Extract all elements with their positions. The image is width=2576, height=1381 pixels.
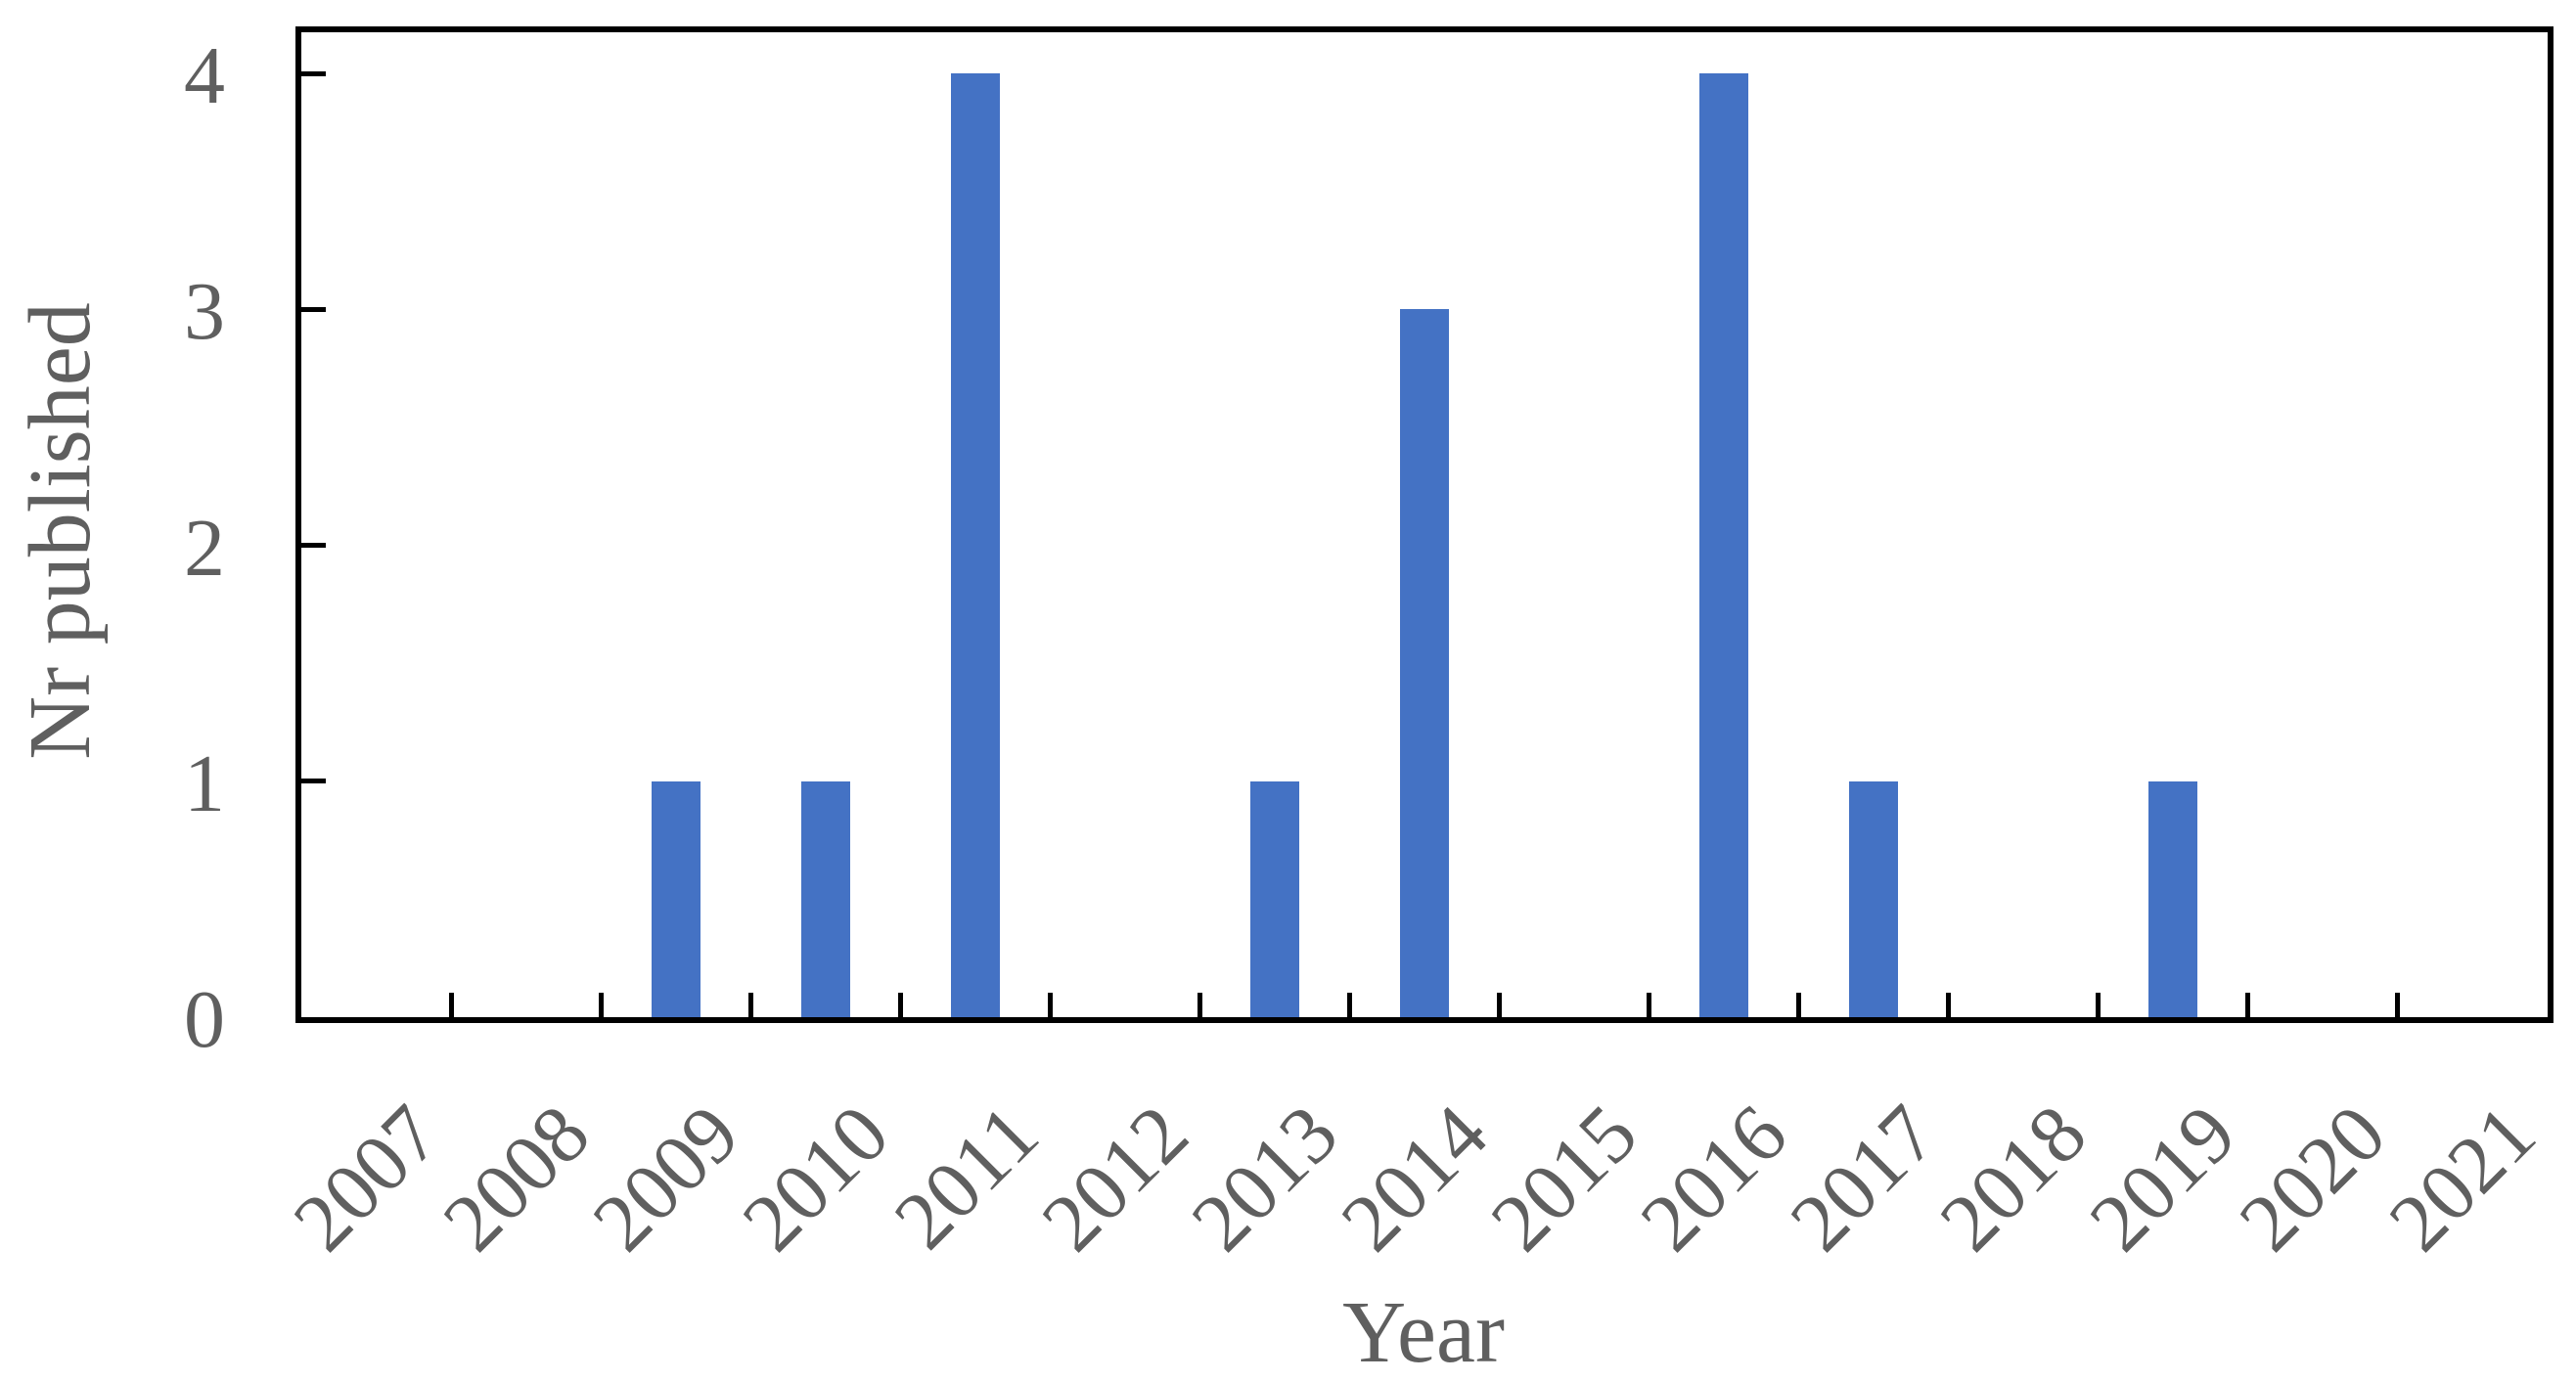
x-tick: [897, 993, 903, 1017]
x-tick: [747, 993, 753, 1017]
x-tick: [1047, 993, 1053, 1017]
x-tick-label-2018: 2018: [1922, 1088, 2104, 1270]
y-tick-3: [301, 306, 326, 312]
x-tick-label-2015: 2015: [1473, 1088, 1655, 1270]
x-tick-label-2014: 2014: [1324, 1088, 1506, 1270]
x-tick-label-2010: 2010: [725, 1088, 906, 1270]
y-tick-label-0: 0: [184, 974, 225, 1065]
x-tick: [2395, 993, 2401, 1017]
x-tick: [2245, 993, 2251, 1017]
bar-2014: [1400, 309, 1449, 1017]
y-tick-label-1: 1: [184, 737, 225, 829]
y-tick-2: [301, 543, 326, 548]
bar-2011: [950, 73, 1000, 1017]
x-tick: [2096, 993, 2101, 1017]
x-tick-label-2012: 2012: [1024, 1088, 1206, 1270]
y-tick-label-4: 4: [184, 30, 225, 121]
x-tick: [1346, 993, 1352, 1017]
x-tick: [1497, 993, 1503, 1017]
bar-2019: [2148, 780, 2198, 1017]
bar-2016: [1699, 73, 1749, 1017]
x-tick-label-2017: 2017: [1773, 1088, 1955, 1270]
bar-2010: [800, 780, 850, 1017]
y-axis-title: Nr published: [12, 302, 109, 760]
x-tick-label-2019: 2019: [2073, 1088, 2254, 1270]
plot-area: [295, 26, 2553, 1023]
x-tick: [1647, 993, 1652, 1017]
x-tick: [1197, 993, 1202, 1017]
x-tick: [448, 993, 454, 1017]
x-tick-label-2011: 2011: [877, 1088, 1057, 1267]
x-tick-label-2020: 2020: [2223, 1088, 2404, 1270]
y-tick-label-3: 3: [184, 266, 225, 358]
bar-2013: [1249, 780, 1299, 1017]
x-tick: [598, 993, 604, 1017]
y-tick-1: [301, 779, 326, 784]
x-tick: [1796, 993, 1802, 1017]
x-tick: [1946, 993, 1952, 1017]
y-tick-4: [301, 70, 326, 76]
x-axis-title: Year: [1342, 1284, 1505, 1381]
x-tick-label-2021: 2021: [2373, 1088, 2553, 1270]
x-tick-label-2008: 2008: [426, 1088, 607, 1270]
y-tick-label-2: 2: [184, 502, 225, 594]
x-tick-label-2016: 2016: [1623, 1088, 1805, 1270]
bar-2017: [1849, 780, 1899, 1017]
x-tick-label-2007: 2007: [276, 1088, 457, 1270]
x-tick-label-2009: 2009: [575, 1088, 756, 1270]
x-tick-label-2013: 2013: [1174, 1088, 1356, 1270]
bar-2009: [651, 780, 700, 1017]
